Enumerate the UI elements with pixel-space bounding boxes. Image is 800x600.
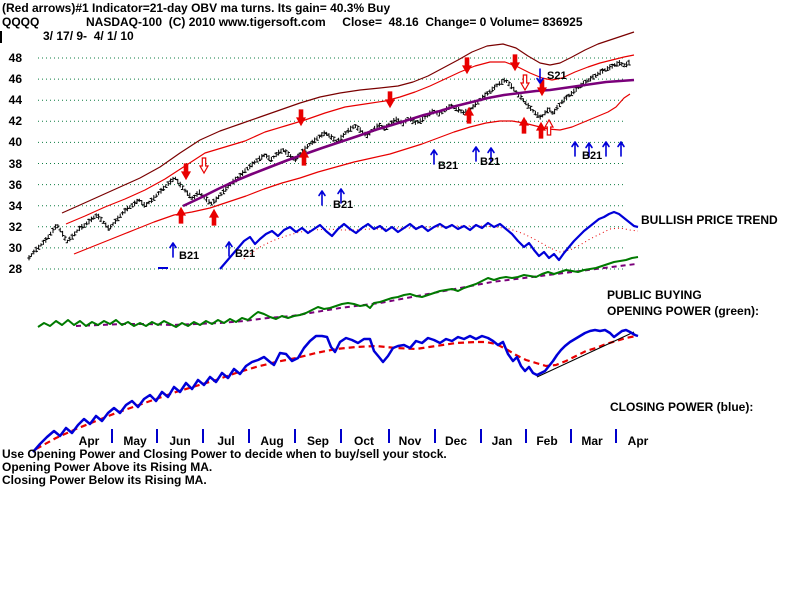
b21-signal-label: B21: [235, 248, 256, 260]
upper-band-red: [65, 54, 635, 225]
footer-note-1: Use Opening Power and Closing Power to d…: [2, 447, 447, 461]
b21-buy-arrow-blue-up: [169, 242, 177, 258]
sell-arrow-red-down: [509, 54, 521, 72]
b21-buy-arrow-blue-up: [225, 241, 233, 257]
price-axis-label: 40: [8, 135, 22, 150]
bullish-price-trend-label: BULLISH PRICE TREND: [641, 213, 778, 227]
price-axis-label: 30: [8, 240, 22, 255]
month-label-apr-12: Apr: [627, 434, 649, 448]
footer-note-3: Closing Power Below its Rising MA.: [2, 473, 207, 487]
month-label-nov-7: Nov: [398, 434, 422, 448]
opening-power-green: [37, 256, 639, 328]
sell-arrow-red-down: [461, 57, 473, 75]
month-label-jan-9: Jan: [491, 434, 513, 448]
month-label-jun-2: Jun: [169, 434, 191, 448]
buy-arrow-red-up: [463, 106, 475, 124]
b21-signal-label: B21: [333, 199, 354, 211]
b21-buy-arrow-blue-up: [487, 147, 495, 163]
left-edge-artifact: [0, 31, 2, 43]
buy-arrow-red-up: [518, 116, 530, 134]
bullish-trend-red-dotted: [243, 225, 639, 260]
b21-buy-arrow-blue-up: [318, 190, 326, 206]
closing-power-ma-red-dashed: [35, 334, 637, 450]
bullish-trend-blue: [219, 210, 639, 270]
month-label-sep-5: Sep: [306, 434, 330, 448]
price-axis-label: 34: [8, 198, 22, 213]
ohlc-bars: [27, 59, 631, 261]
price-ma-purple: [182, 78, 635, 208]
s21-signal-label: S21: [547, 70, 567, 82]
b21-buy-arrow-blue-up: [430, 149, 438, 165]
b21-buy-arrow-blue-up: [585, 142, 593, 158]
price-axis-label: 36: [8, 177, 22, 192]
sell-arrow-red-down-outline: [198, 157, 210, 175]
price-axis-label: 42: [8, 114, 22, 129]
public-buying-label: PUBLIC BUYING: [607, 288, 702, 302]
closing-power-blue-label: CLOSING POWER (blue):: [610, 400, 754, 414]
b21-signal-label: B21: [582, 150, 603, 162]
month-label-may-1: May: [123, 434, 147, 448]
month-label-jul-3: Jul: [217, 434, 235, 448]
lower-band-red: [73, 93, 631, 255]
month-label-mar-11: Mar: [581, 434, 603, 448]
price-axis-label: 28: [8, 262, 22, 276]
b21-buy-arrow-blue-up: [337, 188, 345, 204]
month-label-aug-4: Aug: [260, 434, 284, 448]
sell-arrow-red-down: [384, 91, 396, 109]
opening-power-green-label: OPENING POWER (green):: [607, 304, 760, 318]
closing-power-blue: [32, 328, 639, 453]
price-axis-label: 44: [8, 93, 22, 108]
buy-arrow-red-up: [298, 148, 310, 166]
b21-signal-label: B21: [480, 156, 501, 168]
price-axis-label: 38: [8, 156, 22, 171]
month-label-apr-0: Apr: [78, 434, 100, 448]
header-indicator-line: (Red arrows)#1 Indicator=21-day OBV ma t…: [2, 1, 391, 15]
price-axis-label: 46: [8, 72, 22, 87]
month-label-feb-10: Feb: [536, 434, 558, 448]
header-date-range: 3/ 17/ 9- 4/ 1/ 10: [43, 29, 134, 43]
opening-power-ma-purple-dashed: [75, 263, 637, 327]
b21-buy-arrow-blue-up: [472, 146, 480, 162]
footer-note-2: Opening Power Above its Rising MA.: [2, 460, 213, 474]
buy-arrow-red-up: [535, 121, 547, 139]
header-symbol-line: QQQQ NASDAQ-100 (C) 2010 www.tigersoft.c…: [2, 15, 583, 29]
b21-signal-label: B21: [179, 250, 200, 262]
upper-band-maroon: [61, 31, 635, 214]
buy-arrow-red-up: [208, 208, 220, 226]
price-axis-label: 32: [8, 219, 22, 234]
price-axis-label: 48: [8, 51, 22, 65]
sell-arrow-red-down: [180, 163, 192, 181]
sell-arrow-red-down: [295, 109, 307, 127]
b21-signal-label: B21: [438, 160, 459, 172]
b21-buy-arrow-blue-up: [602, 141, 610, 157]
buy-arrow-red-up: [175, 206, 187, 224]
b21-buy-arrow-blue-up: [571, 141, 579, 157]
month-label-oct-6: Oct: [353, 434, 375, 448]
closing-power-trendline-black: [536, 331, 635, 378]
sell-arrow-red-down-outline: [519, 74, 531, 92]
buy-arrow-red-up-outline: [543, 118, 555, 136]
month-label-dec-8: Dec: [444, 434, 468, 448]
s21-sell-arrow-blue-down: [536, 68, 544, 84]
b21-buy-arrow-blue-up: [617, 141, 625, 157]
